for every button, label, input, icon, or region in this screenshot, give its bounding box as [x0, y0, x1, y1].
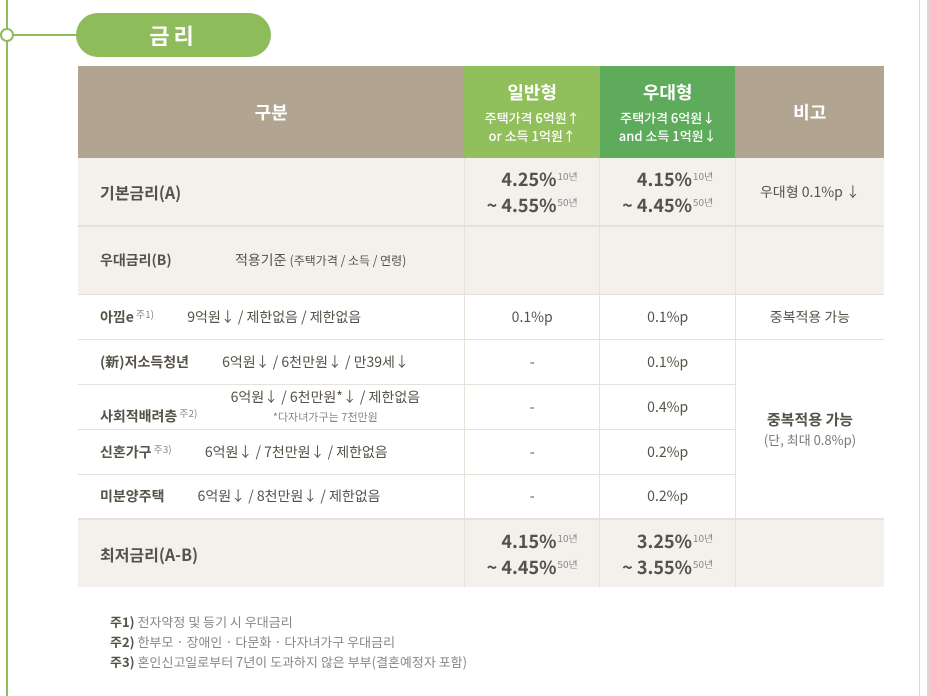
footnote-1: 주1) 전자약정 및 등기 시 우대금리: [110, 612, 467, 632]
item2-criteria-main: 6억원↓ / 6천만원*↓ / 제한없음: [231, 387, 421, 407]
cell-basic-label: 기본금리(A): [78, 158, 464, 226]
cell-prefix-pref: [600, 226, 736, 294]
accent-dot: [0, 28, 14, 42]
fn3-key: 주3): [110, 652, 135, 671]
header-bigo: 비고: [735, 66, 884, 158]
item2-criteria: 6억원↓ / 6천만원*↓ / 제한없음 *다자녀가구는 7천만원: [231, 387, 421, 425]
fn1-text: 전자약정 및 등기 시 우대금리: [137, 612, 292, 631]
item0-name: 아낌e: [100, 307, 134, 327]
group-note-line2: (단, 최대 0.8%p): [744, 430, 876, 449]
cell-item2-label: 사회적배려층주2) 6억원↓ / 6천만원*↓ / 제한없음 *다자녀가구는 7…: [78, 384, 464, 429]
basic-gen-lo-term: 10년: [557, 168, 577, 183]
cell-item3-pref: 0.2%p: [600, 429, 736, 474]
footnote-3: 주3) 혼인신고일로부터 7년이 도과하지 않은 부부(결혼예정자 포함): [110, 652, 467, 672]
cell-prefix-header: 우대금리(B) 적용기준 (주택가격 / 소득 / 연령): [78, 226, 464, 294]
cell-item1-pref: 0.1%p: [600, 339, 736, 384]
cell-prefix-note: [735, 226, 884, 294]
basic-gen-lo: 4.25%: [501, 166, 556, 192]
cell-item1-gen: -: [464, 339, 600, 384]
fn1-key: 주1): [110, 612, 135, 631]
cell-item2-pref: 0.4%p: [600, 384, 736, 429]
cell-basic-note: 우대형 0.1%p ↓: [735, 158, 884, 226]
row-final: 최저금리(A-B) 4.15%10년 ~ 4.45%50년 3.25%10년 ~…: [78, 519, 884, 587]
accent-vertical-line: [6, 0, 8, 696]
cell-item3-label: 신혼가구주3) 6억원↓ / 7천만원↓ / 제한없음: [78, 429, 464, 474]
cell-item0-label: 아낌e주1) 9억원↓ / 제한없음 / 제한없음: [78, 294, 464, 339]
cell-final-note: [735, 519, 884, 587]
final-pref-lo: 3.25%: [637, 528, 692, 554]
header-pref-title: 우대형: [604, 79, 732, 105]
item2-name: 사회적배려층: [100, 406, 177, 426]
prefix-criteria-detail: (주택가격 / 소득 / 연령): [290, 252, 407, 269]
header-pref: 우대형 주택가격 6억원↓and 소득 1억원↓: [600, 66, 736, 158]
header-general-sub: 주택가격 6억원↑or 소득 1억원↑: [468, 109, 596, 144]
cell-item4-pref: 0.2%p: [600, 474, 736, 519]
basic-pref-lo: 4.15%: [637, 166, 692, 192]
header-general-title: 일반형: [468, 79, 596, 105]
basic-pref-lo-term: 10년: [693, 168, 713, 183]
cell-group-note: 중복적용 가능 (단, 최대 0.8%p): [735, 339, 884, 519]
cell-item1-label: (新)저소득청년 6억원↓ / 6천만원↓ / 만39세↓: [78, 339, 464, 384]
footnotes: 주1) 전자약정 및 등기 시 우대금리 주2) 한부모 · 장애인 · 다문화…: [110, 612, 467, 672]
final-gen-hi-term: 50년: [557, 556, 577, 571]
cell-basic-general: 4.25%10년 ~ 4.55%50년: [464, 158, 600, 226]
item2-criteria-sub: *다자녀가구는 7천만원: [231, 409, 421, 425]
item3-name: 신혼가구: [100, 442, 152, 462]
cell-item3-gen: -: [464, 429, 600, 474]
item2-sup: 주2): [179, 405, 197, 420]
final-gen-lo: 4.15%: [501, 528, 556, 554]
final-pref-hi: ~ 3.55%: [622, 554, 692, 580]
cell-item0-gen: 0.1%p: [464, 294, 600, 339]
fn3-text: 혼인신고일로부터 7년이 도과하지 않은 부부(결혼예정자 포함): [137, 652, 467, 671]
final-gen-lo-term: 10년: [557, 530, 577, 545]
cell-item4-gen: -: [464, 474, 600, 519]
row-prefix-header: 우대금리(B) 적용기준 (주택가격 / 소득 / 연령): [78, 226, 884, 294]
item0-criteria: 9억원↓ / 제한없음 / 제한없음: [187, 307, 361, 327]
page-border-right: [919, 0, 929, 696]
header-gubun: 구분: [78, 66, 464, 158]
rate-table: 구분 일반형 주택가격 6억원↑or 소득 1억원↑ 우대형 주택가격 6억원↓…: [78, 66, 884, 587]
item4-name: 미분양주택: [100, 486, 164, 506]
item0-sup: 주1): [136, 306, 154, 321]
prefix-criteria-label: 적용기준: [235, 250, 287, 270]
basic-pref-hi-term: 50년: [693, 194, 713, 209]
basic-label: 기본금리(A): [100, 180, 181, 204]
final-pref-lo-term: 10년: [693, 530, 713, 545]
cell-final-label: 최저금리(A-B): [78, 519, 464, 587]
cell-final-pref: 3.25%10년 ~ 3.55%50년: [600, 519, 736, 587]
basic-gen-hi: ~ 4.55%: [487, 192, 557, 218]
row-basic: 기본금리(A) 4.25%10년 ~ 4.55%50년 4.15%10년 ~ 4…: [78, 158, 884, 226]
cell-item0-pref: 0.1%p: [600, 294, 736, 339]
final-label: 최저금리(A-B): [100, 542, 198, 566]
final-pref-hi-term: 50년: [693, 556, 713, 571]
prefix-label: 우대금리(B): [100, 250, 172, 270]
cell-basic-pref: 4.15%10년 ~ 4.45%50년: [600, 158, 736, 226]
cell-item4-label: 미분양주택 6억원↓ / 8천만원↓ / 제한없음: [78, 474, 464, 519]
item1-criteria: 6억원↓ / 6천만원↓ / 만39세↓: [222, 352, 409, 372]
item3-criteria: 6억원↓ / 7천만원↓ / 제한없음: [205, 442, 388, 462]
group-note-line1: 중복적용 가능: [744, 409, 876, 430]
final-gen-hi: ~ 4.45%: [487, 554, 557, 580]
cell-final-gen: 4.15%10년 ~ 4.45%50년: [464, 519, 600, 587]
cell-item2-gen: -: [464, 384, 600, 429]
table-header-row: 구분 일반형 주택가격 6억원↑or 소득 1억원↑ 우대형 주택가격 6억원↓…: [78, 66, 884, 158]
accent-connector: [10, 34, 80, 36]
fn2-text: 한부모 · 장애인 · 다문화 · 다자녀가구 우대금리: [137, 632, 395, 651]
section-title-pill: 금리: [76, 13, 271, 57]
basic-gen-hi-term: 50년: [557, 194, 577, 209]
basic-pref-hi: ~ 4.45%: [622, 192, 692, 218]
header-pref-sub: 주택가격 6억원↓and 소득 1억원↓: [604, 109, 732, 144]
item4-criteria: 6억원↓ / 8천만원↓ / 제한없음: [198, 486, 381, 506]
cell-item0-note: 중복적용 가능: [735, 294, 884, 339]
item1-name: (新)저소득청년: [100, 352, 189, 372]
rate-table-wrap: 구분 일반형 주택가격 6억원↑or 소득 1억원↑ 우대형 주택가격 6억원↓…: [78, 66, 884, 587]
item3-sup: 주3): [154, 441, 172, 456]
footnote-2: 주2) 한부모 · 장애인 · 다문화 · 다자녀가구 우대금리: [110, 632, 467, 652]
cell-prefix-gen: [464, 226, 600, 294]
fn2-key: 주2): [110, 632, 135, 651]
row-item-0: 아낌e주1) 9억원↓ / 제한없음 / 제한없음 0.1%p 0.1%p 중복…: [78, 294, 884, 339]
row-item-1: (新)저소득청년 6억원↓ / 6천만원↓ / 만39세↓ - 0.1%p 중복…: [78, 339, 884, 384]
header-general: 일반형 주택가격 6억원↑or 소득 1억원↑: [464, 66, 600, 158]
